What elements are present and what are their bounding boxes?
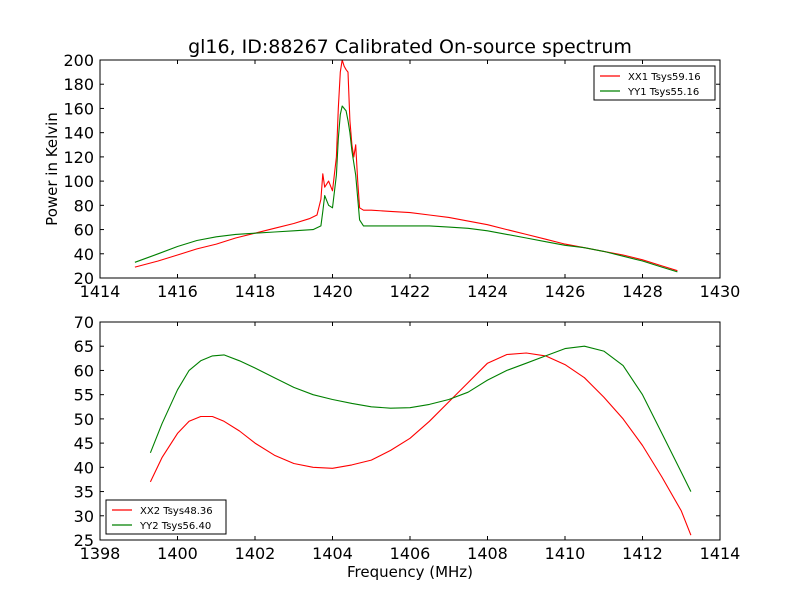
y-tick-label: 80 [74,196,94,215]
series-line-2-2 [149,345,692,492]
y-tick-label: 20 [74,269,94,288]
y-tick-label: 30 [74,507,94,526]
legend-label-1-2: YY1 Tsys55.16 [627,87,699,98]
x-tick-label: 1398 [80,544,121,563]
y-tick-label: 140 [63,124,94,143]
x-tick-label: 1420 [312,282,353,301]
x-tick-label: 1426 [545,282,586,301]
y-tick-label: 25 [74,531,94,550]
series-line-1-1 [134,59,678,272]
y-tick-label: 200 [63,51,94,70]
x-tick-label: 1414 [700,544,741,563]
y-tick-label: 70 [74,313,94,332]
x-tick-label: 1430 [700,282,741,301]
x-tick-label: 1410 [545,544,586,563]
y-tick-label: 35 [74,483,94,502]
x-tick-label: 1408 [467,544,508,563]
x-tick-label: 1424 [467,282,508,301]
legend-label-1-1: XX1 Tsys59.16 [628,72,701,83]
legend-label-2-2: YY2 Tsys56.40 [139,521,211,532]
y-axis-label: Power in Kelvin [43,112,61,226]
y-tick-label: 40 [74,458,94,477]
legend-box-2 [105,499,227,535]
y-tick-label: 40 [74,245,94,264]
x-tick-label: 1404 [312,544,353,563]
y-tick-label: 60 [74,221,94,240]
y-tick-label: 120 [63,148,94,167]
y-tick-label: 100 [63,172,94,191]
x-tick-label: 1406 [390,544,431,563]
x-axis-label: Frequency (MHz) [347,563,473,581]
chart-title: gl16, ID:88267 Calibrated On-source spec… [188,36,632,58]
y-tick-label: 55 [74,386,94,405]
y-tick-label: 65 [74,337,94,356]
y-tick-label: 60 [74,361,94,380]
x-tick-label: 1418 [235,282,276,301]
x-tick-label: 1416 [157,282,198,301]
x-tick-label: 1414 [80,282,121,301]
series-line-2-1 [149,352,692,536]
series-line-1-2 [134,105,678,273]
y-tick-label: 180 [63,75,94,94]
y-tick-label: 160 [63,99,94,118]
x-tick-label: 1422 [390,282,431,301]
y-tick-label: 45 [74,434,94,453]
legend-label-2-1: XX2 Tsys48.36 [140,506,213,517]
x-tick-label: 1402 [235,544,276,563]
x-tick-label: 1428 [622,282,663,301]
legend-box-1 [593,65,716,101]
y-tick-label: 50 [74,410,94,429]
x-tick-label: 1412 [622,544,663,563]
x-tick-label: 1400 [157,544,198,563]
